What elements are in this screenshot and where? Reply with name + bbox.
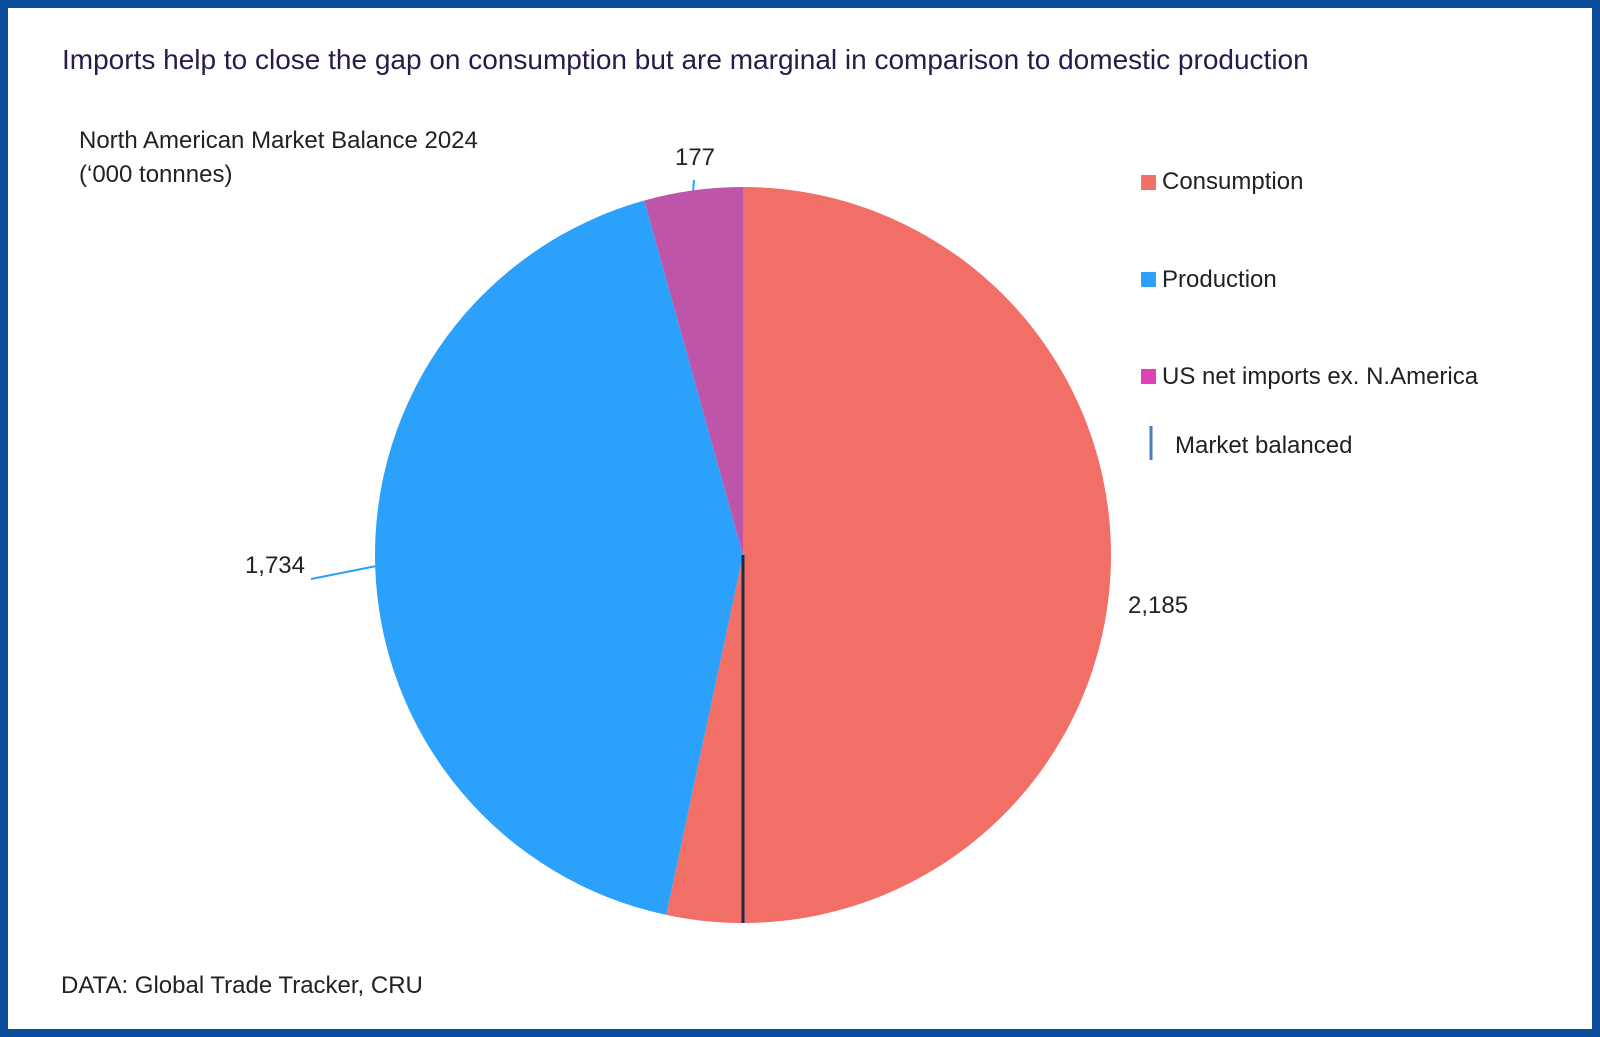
leader-lines (310, 179, 695, 580)
chart-subtitle-line-1: North American Market Balance 2024 (79, 127, 478, 154)
legend-label-net-imports: US net imports ex. N.America (1162, 363, 1479, 390)
chart-subtitle-line-2: (‘000 tonnnes) (79, 161, 232, 188)
source-note: DATA: Global Trade Tracker, CRU (61, 972, 423, 999)
legend-label-production: Production (1162, 266, 1277, 293)
data-labels: 2,185 1,734 177 (245, 144, 1188, 619)
data-label-2: 1,734 (245, 552, 305, 579)
legend-swatch-production (1141, 272, 1156, 287)
legend: Consumption Production US net imports ex… (1141, 168, 1479, 460)
legend-label-market-balanced: Market balanced (1175, 432, 1352, 459)
pie-slice-consumption (666, 187, 1111, 923)
data-label-3: 177 (675, 144, 715, 171)
pie-slices (375, 187, 1111, 923)
pie-chart: Imports help to close the gap on consump… (61, 44, 1479, 999)
pie-slice-production (375, 200, 743, 915)
legend-swatch-net-imports (1141, 369, 1156, 384)
chart-title: Imports help to close the gap on consump… (62, 44, 1309, 75)
data-label-1: 2,185 (1128, 592, 1188, 619)
legend-label-consumption: Consumption (1162, 168, 1303, 195)
legend-swatch-consumption (1141, 175, 1156, 190)
leader-line-2 (310, 565, 376, 580)
pie-slice-us-net-imports-ex-n-america (644, 187, 743, 555)
leader-line-3 (692, 179, 695, 191)
